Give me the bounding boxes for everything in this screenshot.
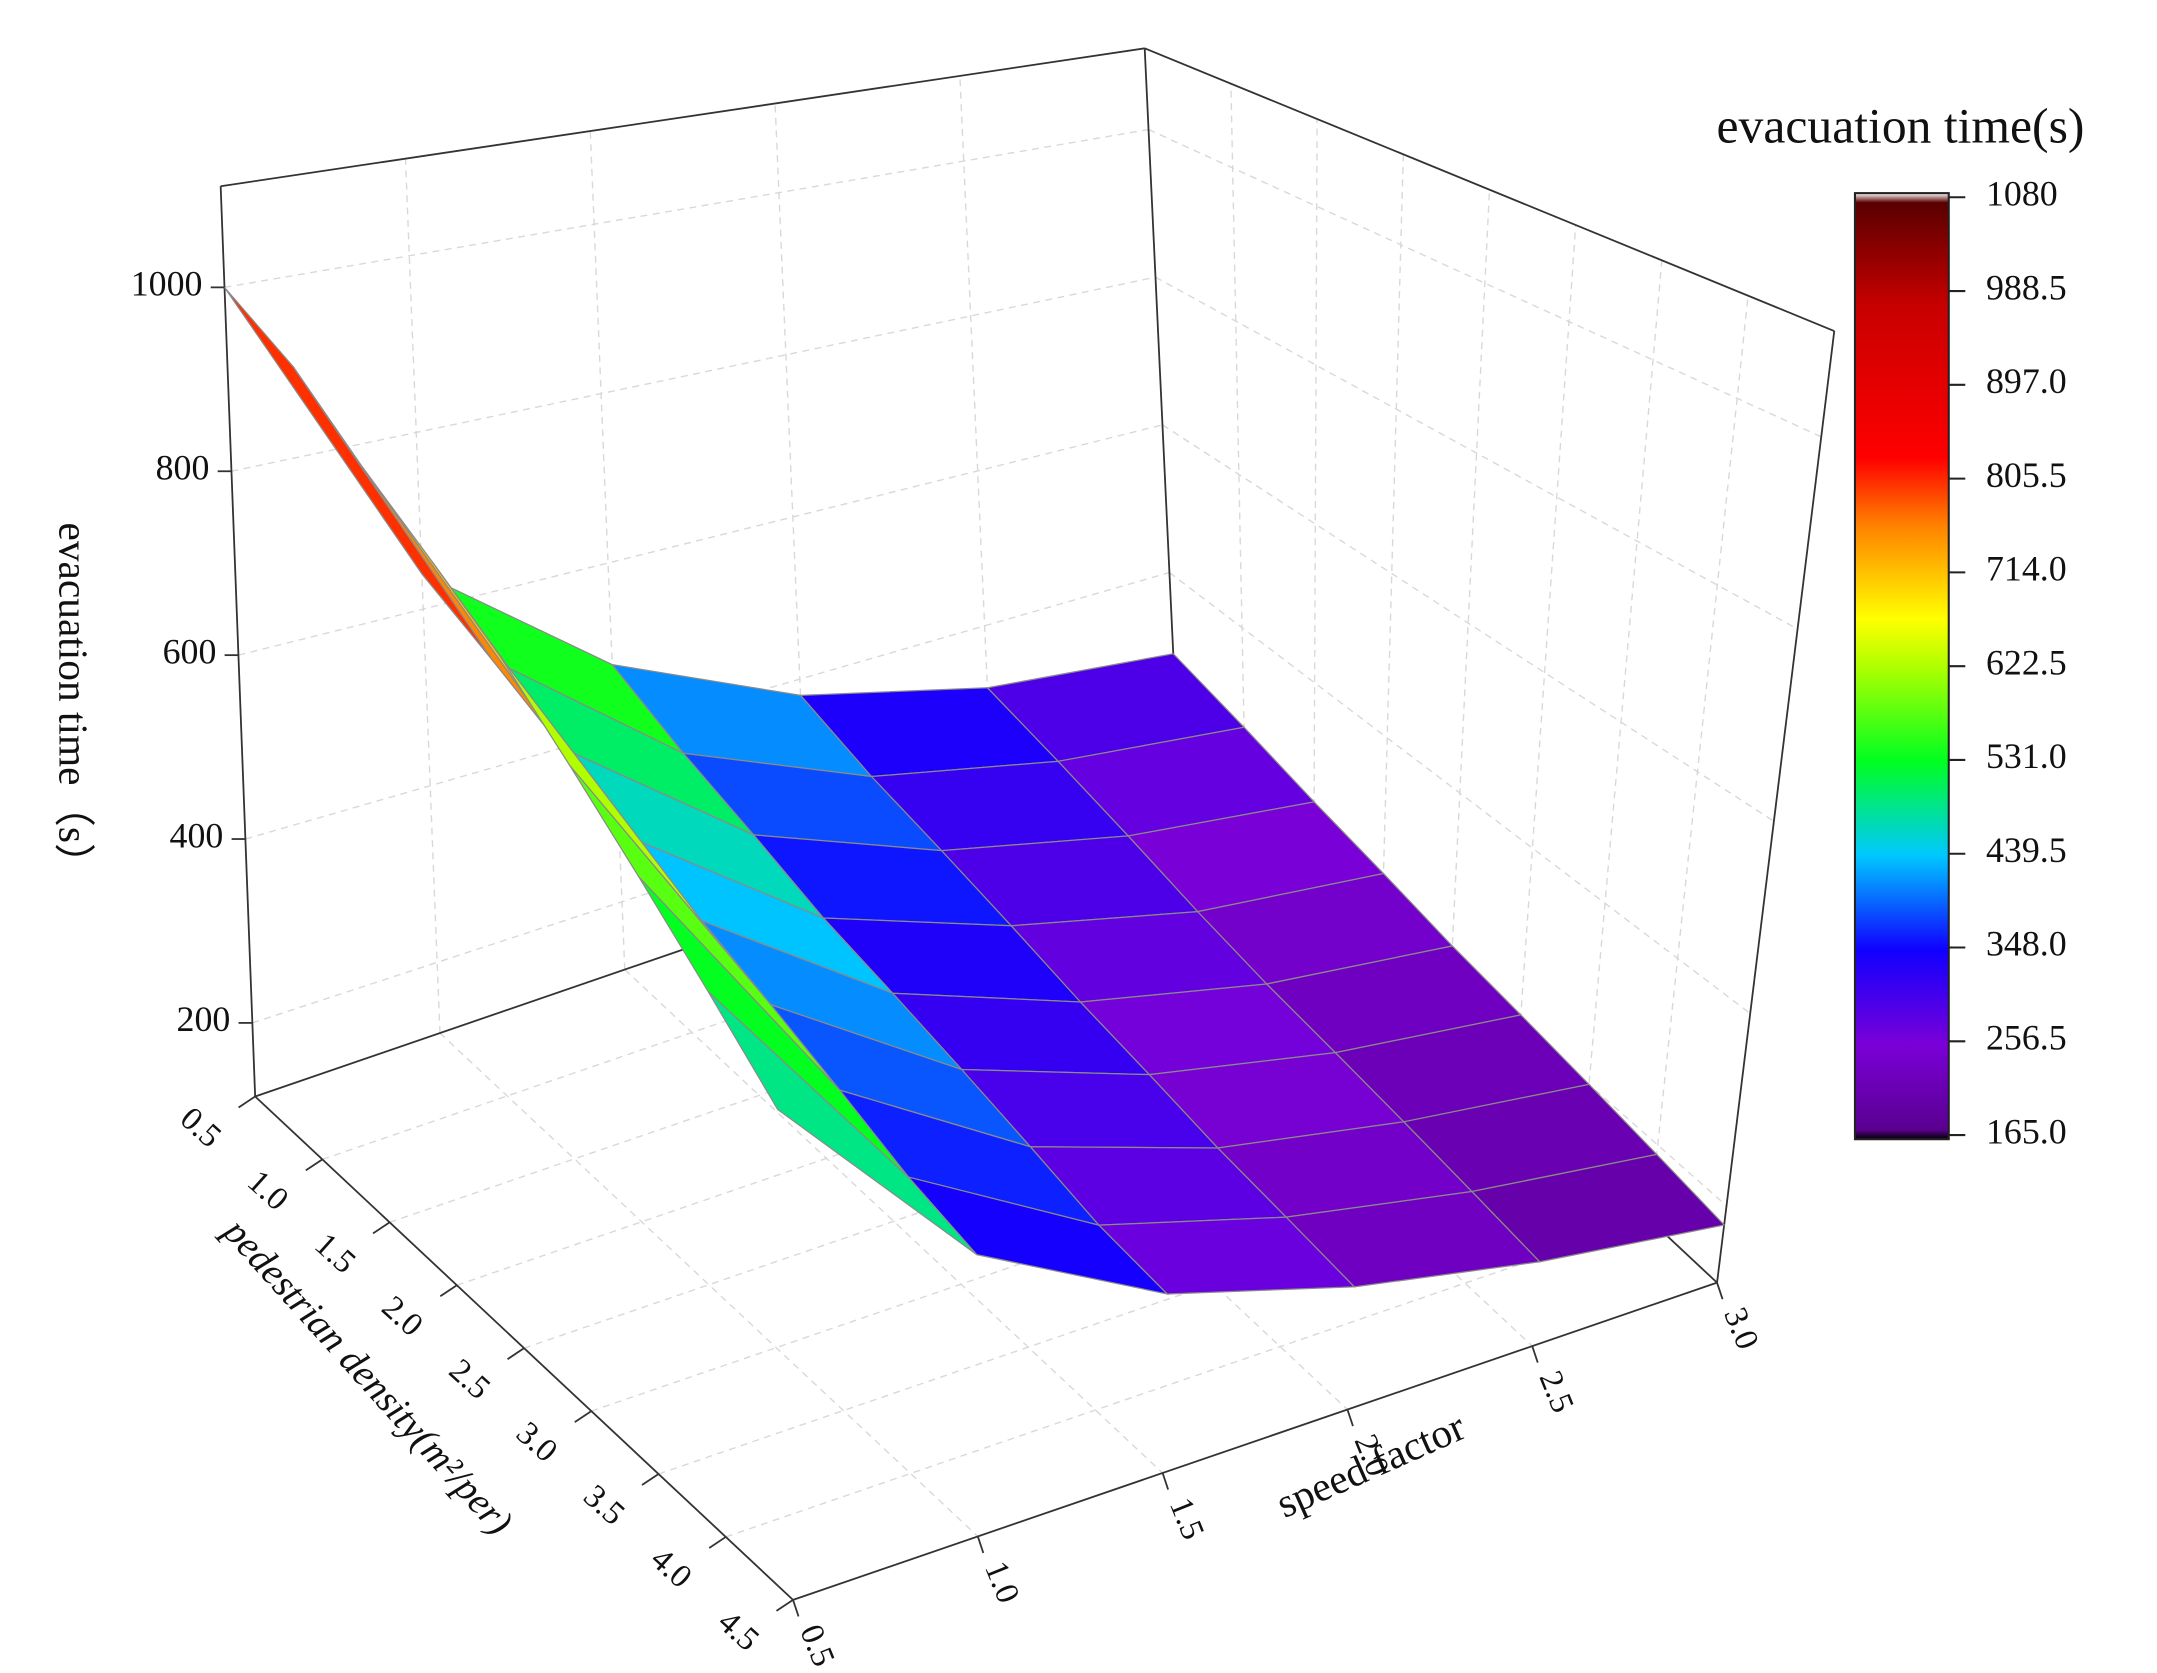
x-tick xyxy=(792,1599,800,1617)
grid-line xyxy=(725,1219,1651,1538)
y-tick-label: 1.0 xyxy=(240,1164,295,1218)
colorbar-title: evacuation time(s) xyxy=(1717,98,2085,153)
z-tick-label: 200 xyxy=(177,999,231,1039)
grid-line xyxy=(1155,276,1798,630)
grid-line xyxy=(1581,260,1663,1157)
axis-edge xyxy=(219,186,257,1097)
colorbar-tick-label: 714.0 xyxy=(1986,549,2067,589)
grid-line xyxy=(231,276,1156,472)
surface-cell xyxy=(223,286,493,661)
grid-line xyxy=(1649,295,1749,1220)
axis-edge xyxy=(220,47,1145,188)
y-tick xyxy=(574,1410,592,1423)
y-tick xyxy=(305,1158,323,1172)
x-tick-label: 1.5 xyxy=(1162,1493,1211,1545)
colorbar-tick-label: 256.5 xyxy=(1986,1018,2067,1058)
grid-line xyxy=(658,1156,1583,1475)
y-tick xyxy=(708,1536,727,1549)
y-tick-label: 2.0 xyxy=(375,1289,430,1343)
grid-line xyxy=(1175,719,1727,1207)
colorbar-tick-label: 1080 xyxy=(1986,173,2058,213)
z-axis-title: evacuation time（s） xyxy=(50,523,96,885)
grid-line xyxy=(404,158,441,1034)
y-tick-label: 1.5 xyxy=(307,1226,362,1280)
axis-edge xyxy=(1716,330,1836,1283)
grid-line xyxy=(1380,154,1404,969)
grid-line xyxy=(774,103,811,907)
grid-line xyxy=(624,969,1164,1474)
x-tick xyxy=(1161,1472,1169,1490)
colorbar-tick-label: 988.5 xyxy=(1986,267,2067,307)
x-tick xyxy=(1716,1282,1724,1300)
grid-line xyxy=(1514,224,1577,1094)
grid-line xyxy=(1312,118,1318,906)
grid-line xyxy=(224,128,1149,289)
z-tick-label: 800 xyxy=(156,447,210,487)
colorbar xyxy=(1853,192,1950,1141)
grid-line xyxy=(439,1032,979,1537)
y-tick xyxy=(238,1095,256,1109)
grid-line xyxy=(238,424,1163,656)
grid-line xyxy=(809,905,1348,1411)
z-tick-label: 1000 xyxy=(131,264,203,304)
x-tick xyxy=(976,1536,985,1554)
z-tick-label: 400 xyxy=(170,815,224,855)
colorbar-tick-label: 531.0 xyxy=(1986,736,2067,776)
y-tick-label: 3.0 xyxy=(509,1415,564,1469)
colorbar-tick-label: 165.0 xyxy=(1986,1111,2067,1151)
y-tick xyxy=(775,1599,794,1612)
grid-line xyxy=(1162,424,1775,822)
axis-edge xyxy=(1144,47,1835,332)
x-tick xyxy=(1346,1409,1354,1427)
y-tick xyxy=(641,1473,660,1486)
x-tick-label: 0.5 xyxy=(792,1620,841,1672)
axis-edge xyxy=(792,1281,1718,1601)
colorbar-tick-label: 897.0 xyxy=(1986,361,2067,401)
y-tick xyxy=(372,1221,391,1235)
z-tick-label: 600 xyxy=(163,631,217,671)
surface-cell xyxy=(707,991,978,1256)
x-tick-label: 3.0 xyxy=(1716,1303,1765,1355)
x-tick xyxy=(1531,1345,1539,1363)
x-axis-title: speed factor xyxy=(1269,1403,1471,1527)
grid-line xyxy=(1230,83,1248,843)
y-tick xyxy=(439,1284,458,1298)
grid-line xyxy=(1169,571,1751,1015)
y-tick-label: 4.0 xyxy=(644,1541,699,1595)
x-tick-label: 2.5 xyxy=(1532,1366,1581,1418)
y-tick xyxy=(507,1347,525,1360)
grid-line xyxy=(1447,189,1491,1031)
colorbar-tick-label: 622.5 xyxy=(1986,642,2067,682)
y-tick-label: 2.5 xyxy=(442,1352,497,1406)
y-tick-label: 0.5 xyxy=(173,1101,228,1155)
y-tick-label: 3.5 xyxy=(576,1478,631,1532)
colorbar-tick-label: 439.5 xyxy=(1986,830,2067,870)
x-tick-label: 1.0 xyxy=(977,1556,1026,1608)
colorbar-tick-label: 805.5 xyxy=(1986,455,2067,495)
y-tick-label: 4.5 xyxy=(711,1604,766,1658)
colorbar-tick-label: 348.0 xyxy=(1986,924,2067,964)
